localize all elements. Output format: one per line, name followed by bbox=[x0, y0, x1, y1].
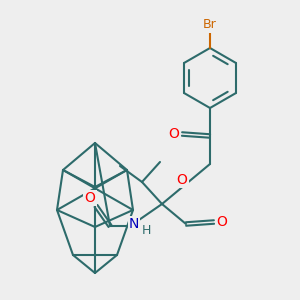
Text: O: O bbox=[169, 127, 179, 141]
Text: O: O bbox=[85, 191, 95, 205]
Text: N: N bbox=[129, 217, 139, 231]
Text: H: H bbox=[141, 224, 151, 236]
Text: O: O bbox=[217, 215, 227, 229]
Text: O: O bbox=[177, 173, 188, 187]
Text: Br: Br bbox=[203, 19, 217, 32]
